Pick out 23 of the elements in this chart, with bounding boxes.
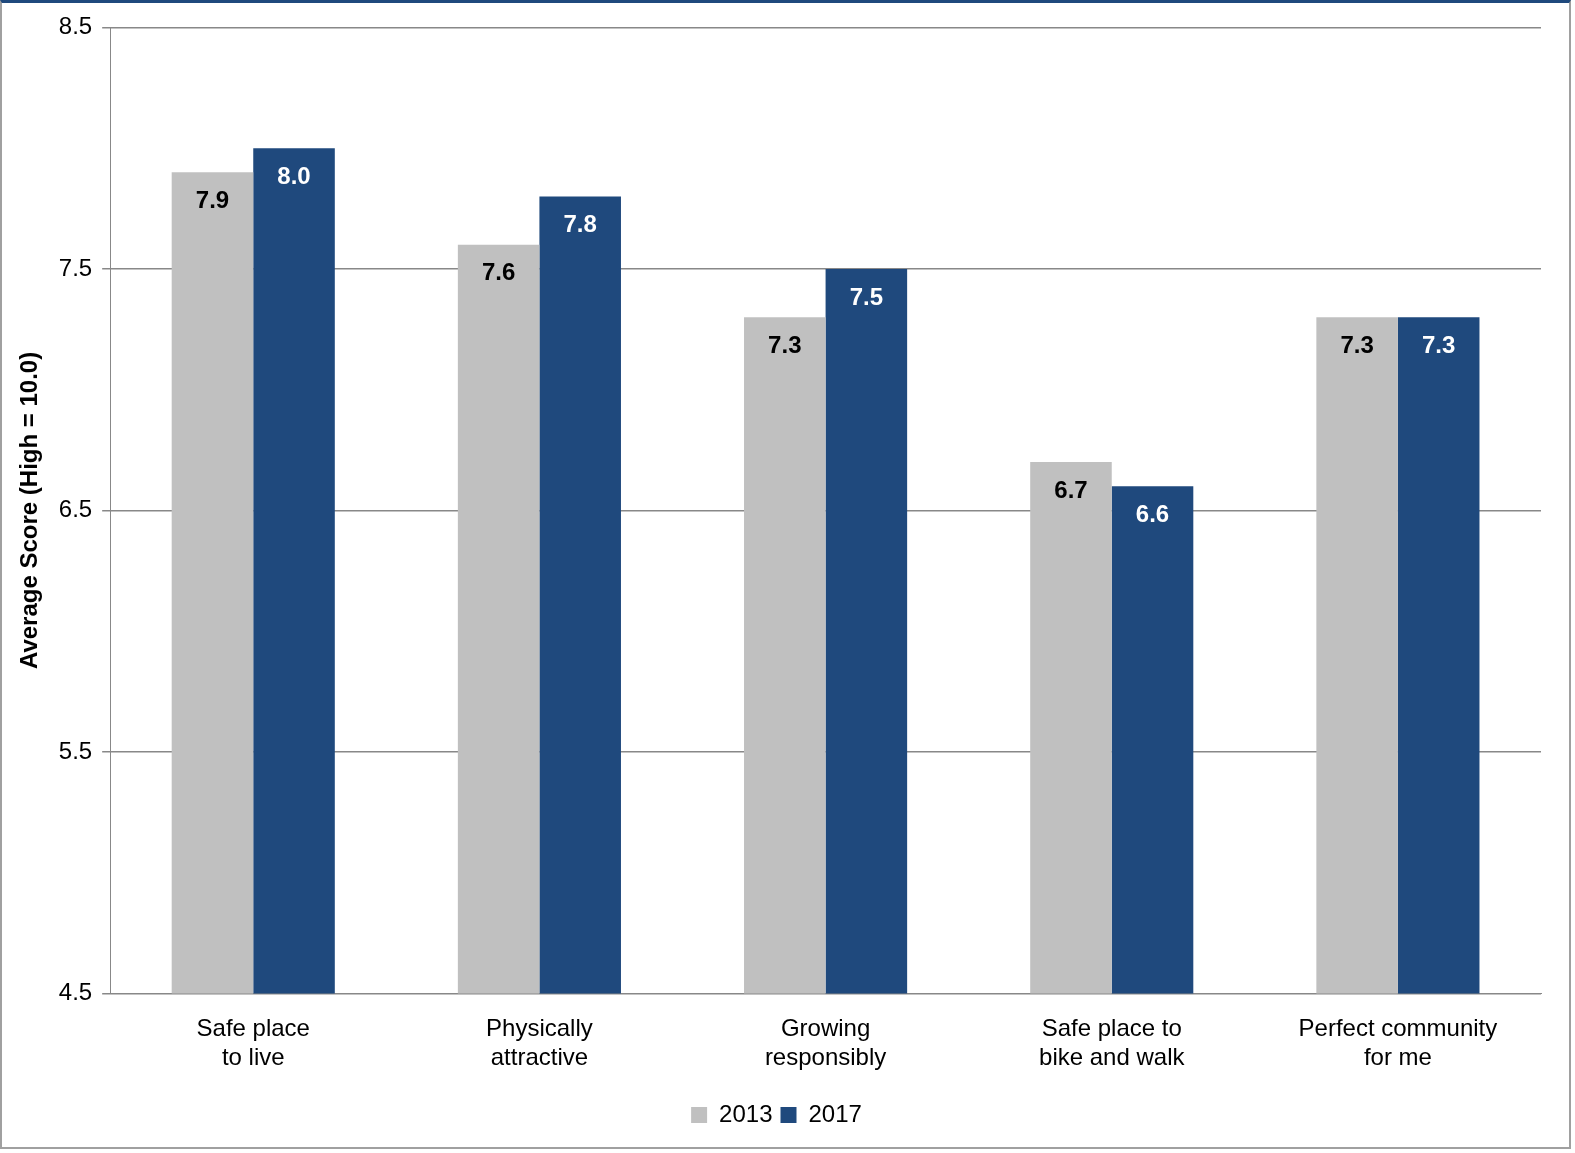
legend-label: 2017 [808, 1099, 862, 1127]
x-tick-label: Safe place to bike and walk [1039, 1014, 1186, 1071]
data-label: 6.7 [1054, 475, 1088, 503]
data-label: 7.5 [849, 282, 884, 310]
data-label: 7.3 [1422, 330, 1456, 358]
data-label: 7.3 [1340, 330, 1374, 358]
x-tick-label: Physically attractive [486, 1014, 593, 1071]
y-tick-label: 4.5 [58, 978, 93, 1006]
y-tick-label: 7.5 [58, 253, 93, 281]
x-tick-label: Growing responsibly [764, 1014, 887, 1071]
data-label: 7.3 [768, 330, 802, 358]
y-tick-label: 6.5 [58, 495, 93, 523]
x-tick-label: Perfect community for me [1298, 1014, 1498, 1071]
data-label: 7.9 [195, 185, 230, 213]
x-tick-label: Safe place to live [196, 1014, 310, 1071]
data-label: 6.6 [1135, 499, 1170, 527]
data-label: 7.8 [563, 210, 597, 238]
data-label: 7.6 [481, 258, 516, 286]
data-label: 8.0 [277, 161, 311, 189]
legend-label: 2013 [719, 1099, 773, 1127]
y-tick-label: 5.5 [58, 736, 93, 764]
y-axis-title: Average Score (High = 10.0) [15, 351, 43, 670]
y-tick-label: 8.5 [58, 12, 93, 40]
